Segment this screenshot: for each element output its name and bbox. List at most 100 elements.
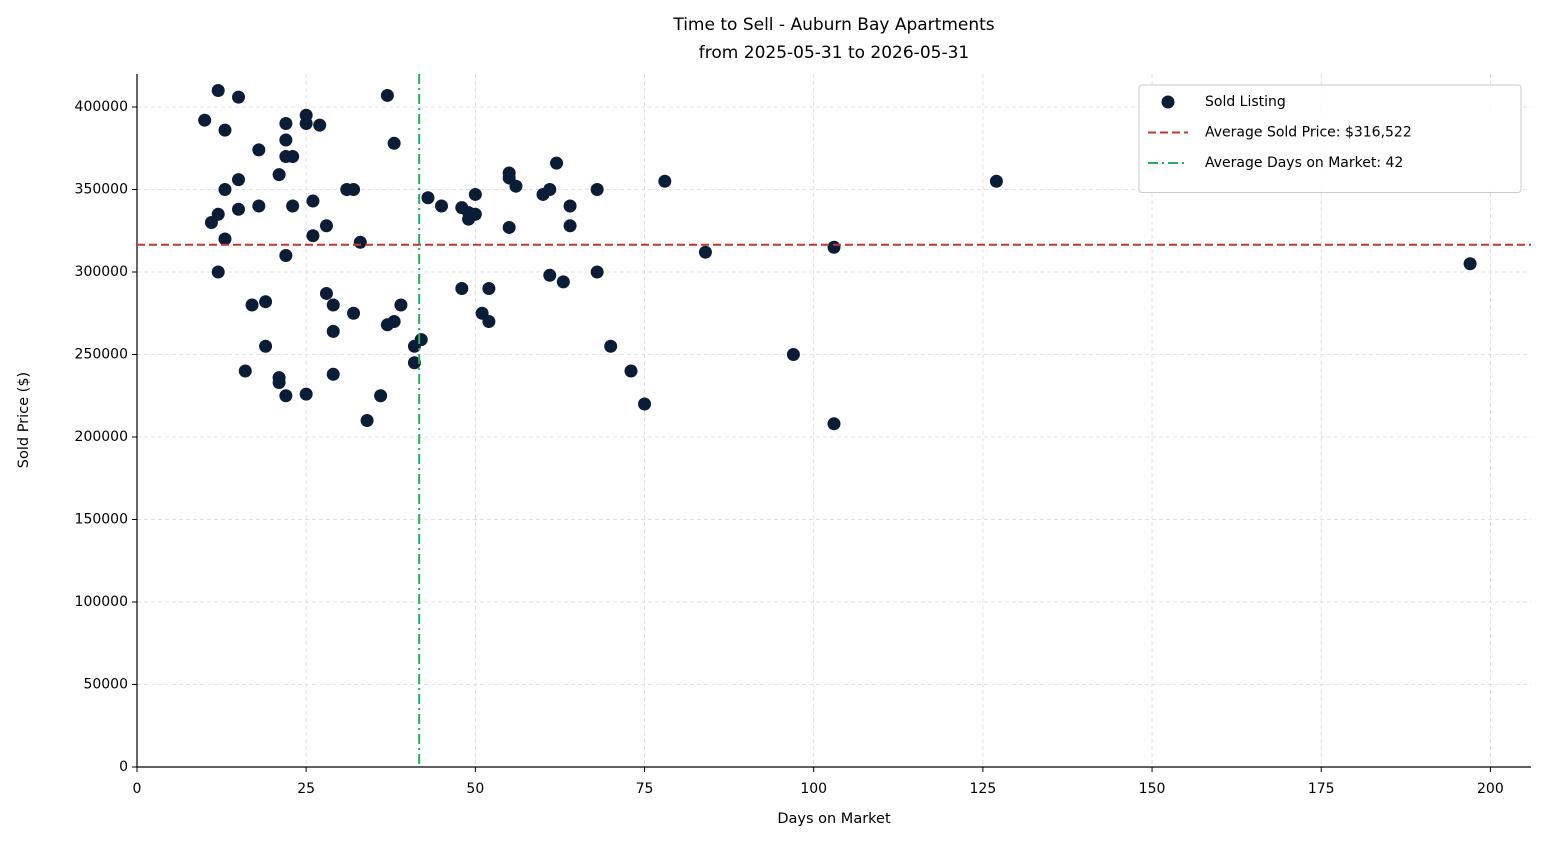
legend-label: Average Days on Market: 42 <box>1205 155 1403 171</box>
point <box>590 183 604 196</box>
point <box>394 298 408 312</box>
point <box>421 191 435 205</box>
point <box>238 364 252 378</box>
x-tick-label: 125 <box>970 781 997 797</box>
x-tick-label: 100 <box>800 781 827 797</box>
point <box>259 295 273 309</box>
point <box>827 417 841 431</box>
point <box>360 414 374 427</box>
point <box>218 183 232 196</box>
point <box>509 179 523 193</box>
point <box>482 315 496 328</box>
point <box>232 173 246 187</box>
point <box>252 199 266 213</box>
point <box>232 90 246 104</box>
point <box>468 207 482 221</box>
point <box>232 202 246 216</box>
point <box>326 324 340 338</box>
point <box>407 356 421 370</box>
y-tick-label: 400000 <box>75 99 128 115</box>
point <box>313 118 327 132</box>
point <box>1463 257 1477 271</box>
point <box>502 220 516 234</box>
point <box>563 219 577 233</box>
point <box>550 156 564 170</box>
point <box>299 387 313 401</box>
point <box>306 194 320 208</box>
point <box>319 219 333 233</box>
point <box>279 133 293 147</box>
legend-label: Sold Listing <box>1205 94 1286 110</box>
point <box>604 339 618 353</box>
y-tick-label: 250000 <box>75 347 128 363</box>
point <box>563 199 577 213</box>
point <box>387 136 401 150</box>
point <box>252 143 266 157</box>
x-tick-label: 75 <box>636 781 654 797</box>
point <box>543 183 557 196</box>
point <box>245 298 259 312</box>
point <box>590 265 604 279</box>
y-axis-label: Sold Price ($) <box>16 372 32 468</box>
point <box>272 376 286 390</box>
point <box>414 333 428 347</box>
point <box>306 229 320 243</box>
y-tick-label: 50000 <box>83 677 128 693</box>
y-tick-label: 150000 <box>75 512 128 528</box>
point <box>279 389 293 403</box>
point <box>638 397 652 411</box>
y-tick-label: 200000 <box>75 429 128 445</box>
legend-marker <box>1161 95 1175 109</box>
point <box>658 174 672 188</box>
legend: Sold Listing Average Sold Price: $316,522… <box>1138 84 1522 193</box>
point <box>435 199 449 213</box>
point <box>198 113 212 127</box>
y-tick-label: 350000 <box>75 182 128 198</box>
x-tick-label: 0 <box>133 781 142 797</box>
point <box>786 348 800 361</box>
x-tick-label: 25 <box>297 781 315 797</box>
point <box>211 84 225 97</box>
point <box>543 268 557 282</box>
point <box>211 207 225 221</box>
point <box>279 117 293 130</box>
point <box>387 315 401 328</box>
point <box>299 117 313 130</box>
chart-title: Time to Sell - Auburn Bay Apartments <box>672 15 994 35</box>
point <box>279 249 293 262</box>
point <box>218 232 232 246</box>
point <box>326 367 340 381</box>
x-tick-label: 50 <box>466 781 484 797</box>
point <box>211 265 225 279</box>
point <box>272 168 286 182</box>
y-tick-label: 0 <box>119 759 128 775</box>
legend-box <box>1138 84 1522 193</box>
y-tick-label: 100000 <box>75 594 128 610</box>
point <box>468 187 482 201</box>
x-tick-label: 175 <box>1308 781 1335 797</box>
point <box>347 183 361 196</box>
point <box>319 286 333 300</box>
y-tick-label: 300000 <box>75 264 128 280</box>
point <box>286 199 300 213</box>
x-tick-label: 200 <box>1477 781 1504 797</box>
point <box>698 245 712 259</box>
point <box>374 389 388 403</box>
point <box>259 339 273 353</box>
x-tick-label: 150 <box>1139 781 1166 797</box>
point <box>347 306 361 320</box>
point <box>624 364 638 378</box>
point <box>380 88 394 102</box>
point <box>455 282 469 295</box>
point <box>286 150 300 163</box>
point <box>353 235 367 249</box>
point <box>218 123 232 137</box>
point <box>989 174 1003 188</box>
point <box>827 240 841 254</box>
x-axis-label: Days on Market <box>777 811 891 827</box>
legend-label: Average Sold Price: $316,522 <box>1205 125 1412 141</box>
chart-subtitle: from 2025-05-31 to 2026-05-31 <box>699 43 969 63</box>
point <box>556 275 570 289</box>
point <box>326 298 340 312</box>
